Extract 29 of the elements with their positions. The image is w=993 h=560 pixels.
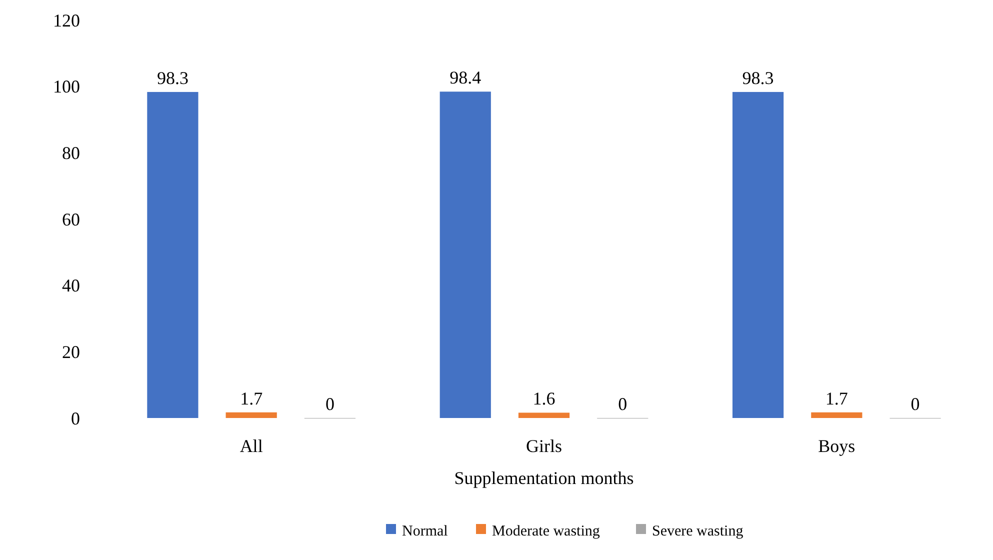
data-label: 0 [910,394,920,414]
data-label: 98.3 [742,68,774,88]
bar [147,92,198,418]
y-tick-label: 100 [53,76,80,97]
data-label: 0 [325,394,334,414]
bar [811,412,862,418]
y-tick-label: 0 [71,408,80,428]
x-tick-label: Boys [818,436,856,456]
x-axis-title: Supplementation months [454,468,634,488]
bar [440,92,491,418]
data-label: 98.4 [450,68,482,88]
y-tick-label: 60 [62,209,80,230]
bar [732,92,784,418]
bar [226,412,277,418]
legend-label: Severe wasting [652,523,744,540]
y-tick-label: 120 [53,10,80,30]
legend-label: Moderate wasting [492,523,600,540]
data-label: 1.7 [240,388,263,408]
y-tick-label: 20 [62,342,80,362]
data-label: 1.6 [532,388,556,409]
data-label: 0 [618,394,628,414]
data-label: 1.7 [825,388,848,408]
legend-label: Normal [402,523,448,540]
bar [518,412,570,418]
y-tick-label: 80 [62,142,80,163]
data-label: 98.3 [156,68,188,88]
y-tick-label: 40 [62,276,80,296]
x-tick-label: Girls [526,436,562,456]
x-tick-label: All [240,436,263,456]
